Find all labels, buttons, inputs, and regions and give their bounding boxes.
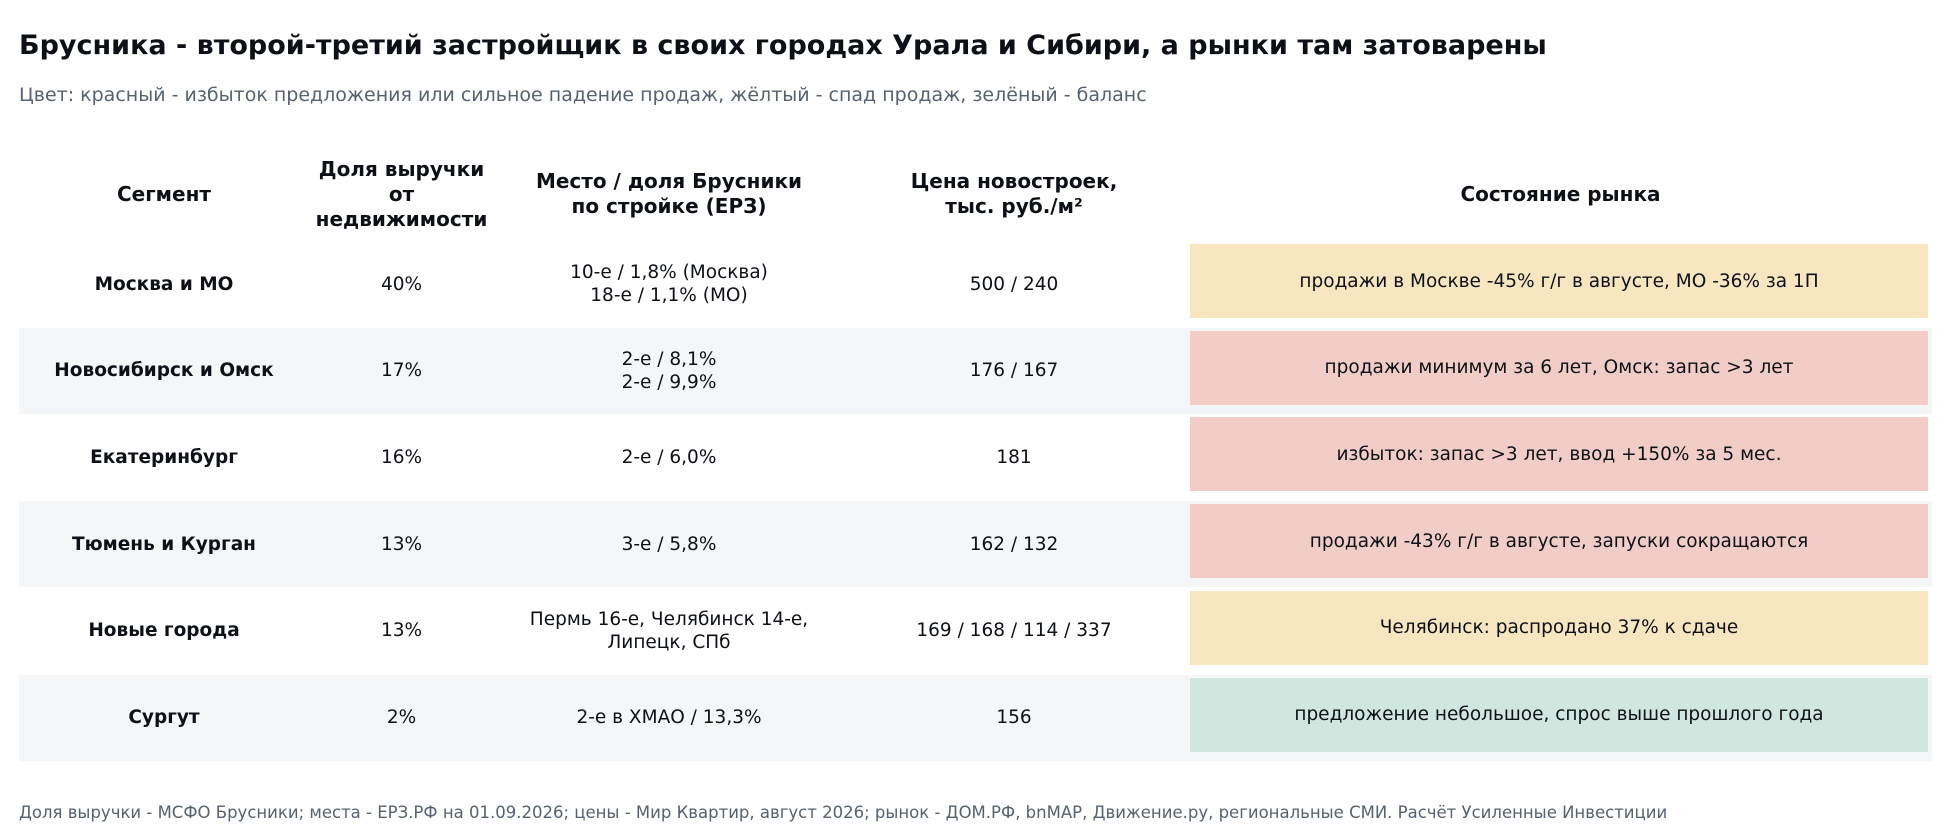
cell-price: 181 — [996, 446, 1032, 468]
table-row: Екатеринбург 16% 2-е / 6,0% 181 избыток: зап… — [19, 414, 1932, 500]
cell-revenue-share: 13% — [380, 620, 423, 642]
header-market-state: Состояние рынка — [1460, 181, 1661, 206]
header-rank-share: Место / доля Брусники по стройке (ЕРЗ) — [535, 169, 803, 218]
cell-rank-share: 2-е / 6,0% — [621, 446, 717, 468]
table-row: Новосибирск и Омск 17% 2-е / 8,1% 2-е / 9,… — [19, 327, 1932, 414]
cell-market-state: продажи -43% г/г в августе, запуски сокр… — [1190, 504, 1928, 579]
cell-revenue-share: 2% — [386, 707, 417, 728]
header-revenue-share: Доля выручки от недвижимости — [315, 156, 488, 231]
chart-subtitle: Цвет: красный - избыток предложения или … — [19, 84, 1147, 106]
cell-price: 169 / 168 / 114 / 337 — [916, 620, 1112, 642]
table-row: Сургут 2% 2-е в ХМАО / 13,3% 156 предложение… — [19, 674, 1932, 761]
cell-revenue-share: 16% — [380, 446, 423, 468]
cell-price: 156 — [996, 707, 1032, 728]
cell-market-state: избыток: запас >3 лет, ввод +150% за 5 м… — [1190, 417, 1928, 492]
header-segment: Сегмент — [116, 181, 211, 206]
cell-price: 176 / 167 — [969, 360, 1059, 382]
source-note: Доля выручки - МСФО Брусники; места - ЕР… — [19, 803, 1668, 822]
cell-revenue-share: 17% — [380, 360, 423, 382]
cell-market-state: Челябинск: распродано 37% к сдаче — [1190, 590, 1928, 665]
table-row: Москва и МО 40% 10-е / 1,8% (Москва) 18-е … — [19, 241, 1932, 327]
cell-price: 162 / 132 — [969, 533, 1059, 555]
cell-rank-share: 2-е в ХМАО / 13,3% — [576, 707, 762, 728]
cell-market-state: продажи минимум за 6 лет, Омск: запас >3… — [1190, 330, 1928, 405]
cell-segment: Екатеринбург — [90, 446, 238, 468]
cell-segment: Новосибирск и Омск — [54, 360, 274, 382]
cell-rank-share: Пермь 16-е, Челябинск 14-е, Липецк, СПб — [529, 608, 809, 653]
cell-segment: Сургут — [128, 707, 200, 728]
header-price: Цена новостроек, тыс. руб./м² — [910, 169, 1118, 218]
cell-rank-share: 2-е / 8,1% 2-е / 9,9% — [621, 348, 717, 393]
cell-price: 500 / 240 — [969, 273, 1059, 295]
cell-rank-share: 10-е / 1,8% (Москва) 18-е / 1,1% (МО) — [570, 262, 768, 306]
cell-revenue-share: 40% — [380, 273, 423, 295]
cell-market-state: предложение небольшое, спрос выше прошло… — [1190, 677, 1928, 752]
cell-segment: Москва и МО — [94, 273, 234, 295]
cell-segment: Новые города — [88, 620, 240, 642]
cell-segment: Тюмень и Курган — [72, 533, 256, 555]
cell-rank-share: 3-е / 5,8% — [621, 533, 717, 555]
cell-revenue-share: 13% — [380, 533, 423, 555]
table-row: Новые города 13% Пермь 16-е, Челябинск 14-… — [19, 588, 1932, 674]
chart-title: Брусника - второй-третий застройщик в св… — [19, 30, 1547, 61]
table-row: Тюмень и Курган 13% 3-е / 5,8% 162 / 132 про… — [19, 501, 1932, 588]
cell-market-state: продажи в Москве -45% г/г в августе, МО … — [1190, 244, 1928, 318]
